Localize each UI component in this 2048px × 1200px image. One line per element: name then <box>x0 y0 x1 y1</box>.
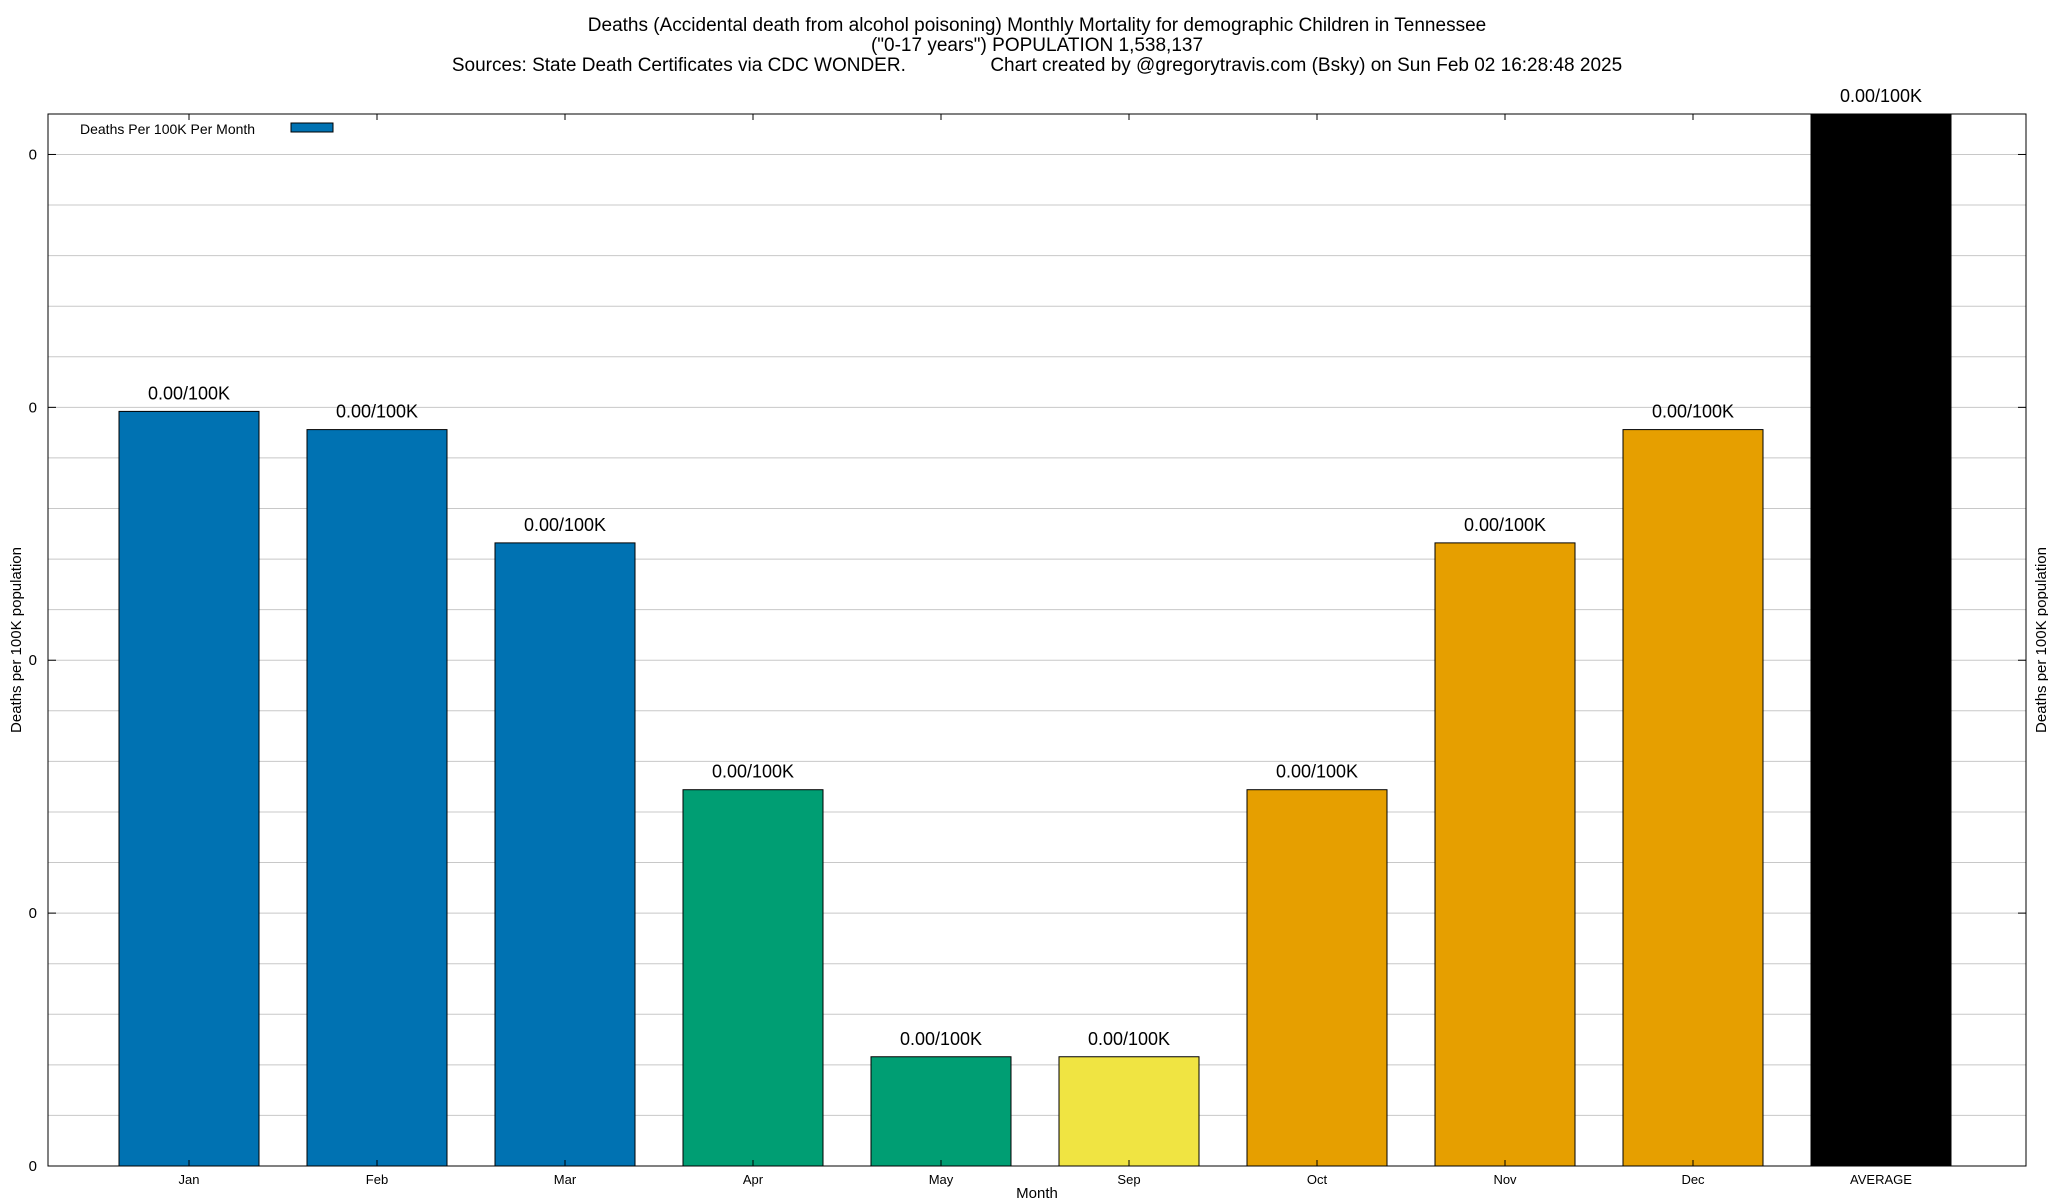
x-tick-label-average: AVERAGE <box>1850 1172 1912 1187</box>
data-label-average: 0.00/100K <box>1840 86 1922 106</box>
title-line-1: Deaths (Accidental death from alcohol po… <box>588 15 1486 36</box>
data-label-jan: 0.00/100K <box>148 383 230 403</box>
y-tick-label: 0 <box>29 399 37 416</box>
legend-label: Deaths Per 100K Per Month <box>80 121 255 137</box>
data-label-sep: 0.00/100K <box>1088 1029 1170 1049</box>
y-axis-label: Deaths per 100K population <box>8 547 25 733</box>
x-tick-label-jan: Jan <box>179 1172 200 1187</box>
title-line-2: ("0-17 years") POPULATION 1,538,137 <box>871 35 1203 56</box>
y-tick-label: 0 <box>29 1158 37 1175</box>
x-tick-label-mar: Mar <box>554 1172 577 1187</box>
x-axis-ticks: Jan Feb Mar Apr May Sep Oct Nov Dec AVERAGE <box>179 114 1912 1187</box>
x-axis-label: Month <box>1016 1185 1058 1200</box>
bar-dec <box>1622 429 1764 1167</box>
bar-sep <box>1058 1056 1200 1167</box>
x-tick-label-apr: Apr <box>743 1172 764 1187</box>
bar-jan <box>118 410 260 1167</box>
y-tick-label: 0 <box>29 905 37 922</box>
data-label-mar: 0.00/100K <box>524 515 606 535</box>
bar-may <box>870 1056 1012 1167</box>
y-tick-label: 0 <box>29 146 37 163</box>
x-tick-label-may: May <box>929 1172 954 1187</box>
bar-nov <box>1434 542 1576 1167</box>
x-tick-label-feb: Feb <box>366 1172 388 1187</box>
chart-title: Deaths (Accidental death from alcohol po… <box>452 15 1622 76</box>
x-tick-label-nov: Nov <box>1493 1172 1517 1187</box>
y2-axis-label: Deaths per 100K population <box>2033 547 2048 733</box>
data-label-may: 0.00/100K <box>900 1029 982 1049</box>
x-tick-label-oct: Oct <box>1307 1172 1328 1187</box>
data-label-feb: 0.00/100K <box>336 402 418 422</box>
bar-oct <box>1246 789 1388 1167</box>
plot-frame <box>47 113 2027 1167</box>
y-axis-ticks: 0 0 0 0 0 <box>29 146 2026 1175</box>
legend: Deaths Per 100K Per Month <box>80 121 334 137</box>
data-labels: 0.00/100K 0.00/100K 0.00/100K 0.00/100K 0.00… <box>148 86 1922 1049</box>
data-label-dec: 0.00/100K <box>1652 402 1734 422</box>
data-label-oct: 0.00/100K <box>1276 762 1358 782</box>
bar-apr <box>682 789 824 1167</box>
bar-feb <box>306 429 448 1167</box>
bars <box>118 113 1952 1167</box>
bar-mar <box>494 542 636 1167</box>
x-tick-label-sep: Sep <box>1117 1172 1140 1187</box>
y-tick-label: 0 <box>29 652 37 669</box>
bar-average <box>1810 113 1952 1167</box>
x-tick-label-dec: Dec <box>1681 1172 1705 1187</box>
data-label-apr: 0.00/100K <box>712 762 794 782</box>
data-label-nov: 0.00/100K <box>1464 515 1546 535</box>
legend-swatch <box>290 122 334 133</box>
title-line-3: Sources: State Death Certificates via CD… <box>452 55 1622 76</box>
